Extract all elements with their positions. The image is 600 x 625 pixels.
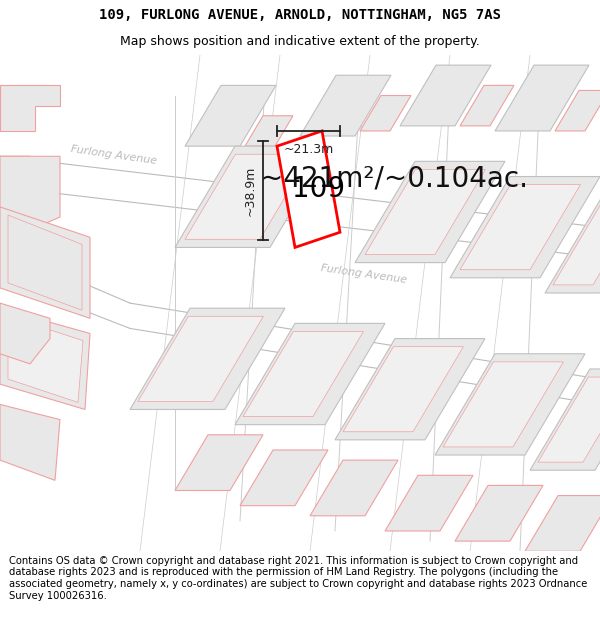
Text: Furlong Avenue: Furlong Avenue	[70, 144, 158, 166]
Polygon shape	[0, 303, 50, 364]
Text: Map shows position and indicative extent of the property.: Map shows position and indicative extent…	[120, 35, 480, 48]
Polygon shape	[138, 316, 263, 401]
Polygon shape	[175, 146, 330, 248]
Polygon shape	[530, 369, 600, 470]
Polygon shape	[450, 176, 600, 278]
Polygon shape	[8, 316, 83, 402]
Polygon shape	[240, 450, 328, 506]
Polygon shape	[343, 347, 463, 432]
Polygon shape	[443, 362, 563, 447]
Polygon shape	[525, 496, 600, 551]
Text: ~38.9m: ~38.9m	[244, 166, 257, 216]
Polygon shape	[385, 475, 473, 531]
Text: 109: 109	[292, 175, 345, 203]
Polygon shape	[553, 200, 600, 285]
Polygon shape	[545, 192, 600, 293]
Polygon shape	[245, 116, 293, 146]
Text: Contains OS data © Crown copyright and database right 2021. This information is : Contains OS data © Crown copyright and d…	[9, 556, 587, 601]
Polygon shape	[400, 65, 491, 126]
Polygon shape	[355, 161, 505, 262]
Polygon shape	[8, 215, 82, 310]
Polygon shape	[0, 308, 90, 409]
Polygon shape	[460, 184, 580, 270]
Polygon shape	[455, 486, 543, 541]
Polygon shape	[185, 86, 276, 146]
Polygon shape	[555, 91, 600, 131]
Polygon shape	[435, 354, 585, 455]
Polygon shape	[277, 131, 340, 248]
Polygon shape	[360, 96, 411, 131]
Text: ~421m²/~0.104ac.: ~421m²/~0.104ac.	[260, 164, 528, 192]
Polygon shape	[130, 308, 285, 409]
Polygon shape	[460, 86, 514, 126]
Text: Furlong Avenue: Furlong Avenue	[320, 263, 407, 285]
Polygon shape	[538, 377, 600, 462]
Polygon shape	[310, 460, 398, 516]
Polygon shape	[335, 339, 485, 440]
Polygon shape	[0, 207, 90, 318]
Polygon shape	[185, 154, 310, 239]
Polygon shape	[495, 65, 589, 131]
Text: ~21.3m: ~21.3m	[283, 142, 334, 156]
Text: 109, FURLONG AVENUE, ARNOLD, NOTTINGHAM, NG5 7AS: 109, FURLONG AVENUE, ARNOLD, NOTTINGHAM,…	[99, 8, 501, 22]
Polygon shape	[300, 75, 391, 136]
Polygon shape	[0, 404, 60, 481]
Polygon shape	[0, 156, 30, 202]
Polygon shape	[235, 323, 385, 424]
Polygon shape	[0, 86, 60, 131]
Polygon shape	[0, 156, 60, 232]
Polygon shape	[365, 169, 485, 254]
Polygon shape	[175, 435, 263, 491]
Polygon shape	[243, 331, 364, 416]
